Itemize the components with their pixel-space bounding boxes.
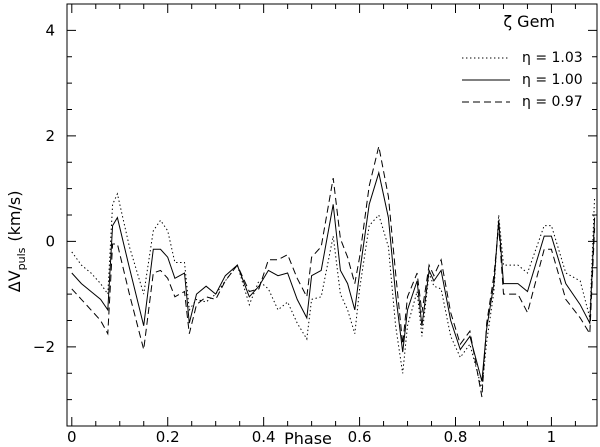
series-line-solid <box>71 170 596 382</box>
plot-area <box>71 146 596 398</box>
chart-title: ζ Gem <box>503 12 555 31</box>
y-axis-label-unit: (km/s) <box>5 191 24 242</box>
y-tick-label: 0 <box>45 232 55 250</box>
y-axis-label: ΔVpuls (km/s) <box>5 191 28 293</box>
y-tick-label: −2 <box>33 338 55 356</box>
axes: 0 0.2 0.4 0.6 0.8 1 −2 0 2 4 Phase ΔVpuls (km/s) <box>5 3 598 447</box>
legend-label: η = 1.03 <box>522 50 583 66</box>
y-axis-label-main: ΔV <box>5 270 24 292</box>
plot-frame <box>66 3 598 427</box>
y-tick-label: 2 <box>45 127 55 145</box>
series-line-dotted <box>71 192 596 390</box>
x-tick-label: 0 <box>67 428 77 446</box>
legend: ζ Gem η = 1.03 η = 1.00 η = 0.97 <box>462 12 583 110</box>
legend-label: η = 1.00 <box>522 72 583 88</box>
x-axis-label: Phase <box>284 429 332 447</box>
x-tick-label: 0.2 <box>156 428 180 446</box>
x-tick-label: 0.6 <box>348 428 372 446</box>
y-axis-label-subscript: puls <box>15 247 28 270</box>
series-line-dashed <box>71 146 596 398</box>
x-tick-label: 1 <box>547 428 557 446</box>
legend-label: η = 0.97 <box>522 94 583 110</box>
x-tick-label: 0.4 <box>252 428 276 446</box>
x-tick-label: 0.8 <box>444 428 468 446</box>
y-tick-label: 4 <box>45 21 55 39</box>
